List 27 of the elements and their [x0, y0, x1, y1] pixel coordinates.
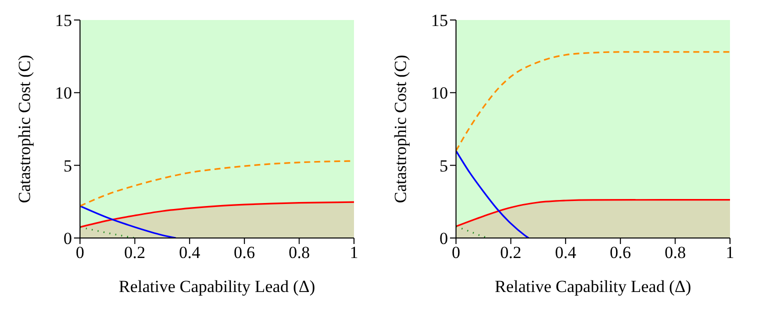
x-tick-label: 0.6 [234, 243, 256, 262]
x-axis-title: Relative Capability Lead (Δ) [494, 277, 692, 296]
x-tick-label: 0.4 [554, 243, 577, 262]
x-axis-title: Relative Capability Lead (Δ) [118, 277, 316, 296]
x-tick-label: 0.2 [124, 243, 146, 262]
x-tick-label: 1 [726, 243, 734, 262]
y-tick-label: 15 [431, 11, 448, 30]
y-tick-label: 15 [55, 11, 72, 30]
x-tick-label: 0.6 [610, 243, 632, 262]
x-tick-label: 0 [452, 243, 460, 262]
y-axis-title: Catastrophic Cost (C) [391, 54, 410, 204]
line-series [456, 51, 730, 152]
x-tick-label: 0.8 [664, 243, 686, 262]
y-tick-label: 5 [440, 156, 448, 176]
line-series [80, 205, 177, 238]
line-series [456, 150, 530, 238]
x-tick-label: 0 [76, 243, 84, 262]
y-axis-title: Catastrophic Cost (C) [15, 54, 34, 204]
y-tick-label: 0 [64, 229, 72, 248]
x-tick-label: 0.4 [178, 243, 201, 262]
x-tick-label: 0.2 [500, 243, 522, 262]
x-tick-label: 0.8 [288, 243, 310, 262]
y-tick-label: 10 [431, 84, 448, 103]
y-tick-label: 5 [64, 156, 72, 176]
x-tick-label: 1 [350, 243, 358, 262]
y-tick-label: 0 [440, 229, 448, 248]
y-tick-label: 10 [55, 84, 72, 103]
